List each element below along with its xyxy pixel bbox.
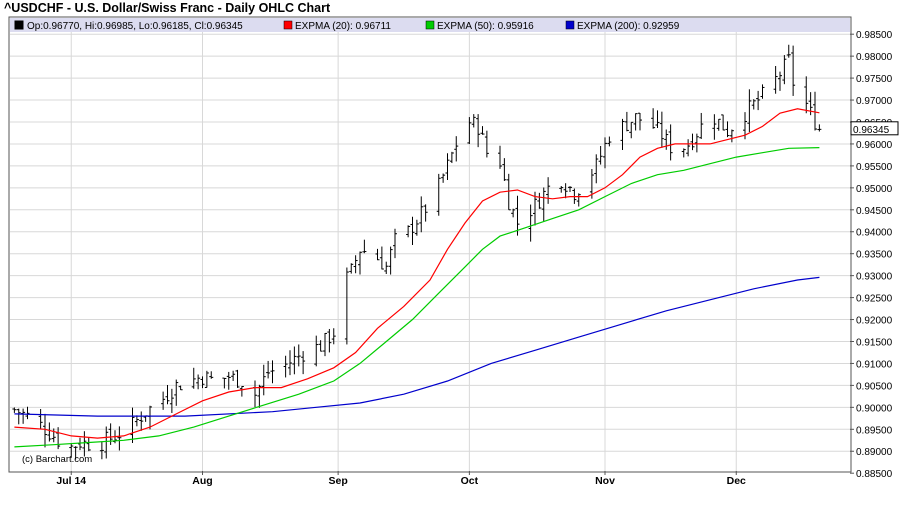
- last-close-box: [850, 121, 899, 136]
- x-tick-label: Jul 14: [56, 475, 86, 487]
- y-tick-label: 0.89000: [856, 447, 893, 458]
- y-tick-label: 0.95000: [856, 184, 893, 195]
- y-tick-label: 0.97500: [856, 74, 893, 85]
- legend: Op:0.96770, Hi:0.96985, Lo:0.96185, Cl:0…: [14, 20, 680, 32]
- last-close-label: 0.96345: [853, 125, 890, 136]
- y-tick-label: 0.98000: [856, 52, 893, 63]
- y-tick-label: 0.98500: [856, 30, 893, 41]
- y-tick-label: 0.91500: [856, 337, 893, 348]
- x-tick-label: Nov: [595, 475, 615, 487]
- y-tick-label: 0.90500: [856, 381, 893, 392]
- y-tick-label: 0.96000: [856, 140, 893, 151]
- last-close-marker: 0.96345: [850, 121, 899, 136]
- y-tick-label: 0.91000: [856, 359, 893, 370]
- y-tick-label: 0.94500: [856, 206, 893, 217]
- y-tick-label: 0.97000: [856, 96, 893, 107]
- legend-ohlc-swatch: [14, 20, 24, 30]
- y-tick-label: 0.92000: [856, 316, 893, 327]
- legend-ema200-text: EXPMA (200): 0.92959: [577, 21, 680, 32]
- legend-ohlc-text: Op:0.96770, Hi:0.96985, Lo:0.96185, Cl:0…: [27, 21, 243, 32]
- grid-lines: [10, 32, 850, 471]
- legend-ema50-text: EXPMA (50): 0.95916: [437, 21, 534, 32]
- x-tick-label: Sep: [328, 475, 347, 487]
- x-tick-label: Dec: [727, 475, 746, 487]
- ohlc-bars: [12, 44, 822, 460]
- legend-ema20-swatch: [283, 20, 293, 30]
- ema-lines: [14, 108, 820, 448]
- y-tick-label: 0.89500: [856, 425, 893, 436]
- plot-frame: [8, 16, 852, 473]
- legend-ema50-swatch: [425, 20, 435, 30]
- chart-title: ^USDCHF - U.S. Dollar/Swiss Franc - Dail…: [4, 1, 331, 15]
- x-tick-label: Oct: [461, 475, 479, 487]
- ema-50-line: [14, 147, 820, 448]
- y-tick-label: 0.88500: [856, 469, 893, 480]
- credit-text: (c) Barchart.com: [22, 454, 92, 465]
- y-tick-label: 0.94000: [856, 228, 893, 239]
- x-axis: Jul 14 Aug Sep Oct Nov Dec: [56, 471, 746, 487]
- ema-200-line: [14, 276, 820, 417]
- y-tick-label: 0.90000: [856, 403, 893, 414]
- y-tick-label: 0.95500: [856, 162, 893, 173]
- y-tick-label: 0.92500: [856, 294, 893, 305]
- x-tick-label: Aug: [192, 475, 212, 487]
- y-tick-label: 0.93500: [856, 250, 893, 261]
- legend-ema200-swatch: [565, 20, 575, 30]
- ema-20-line: [14, 108, 820, 439]
- legend-ema20-text: EXPMA (20): 0.96711: [295, 21, 391, 32]
- y-axis: 0.88500 0.89000 0.89500 0.90000 0.90500 0.910…: [850, 30, 893, 480]
- y-tick-label: 0.93000: [856, 272, 893, 283]
